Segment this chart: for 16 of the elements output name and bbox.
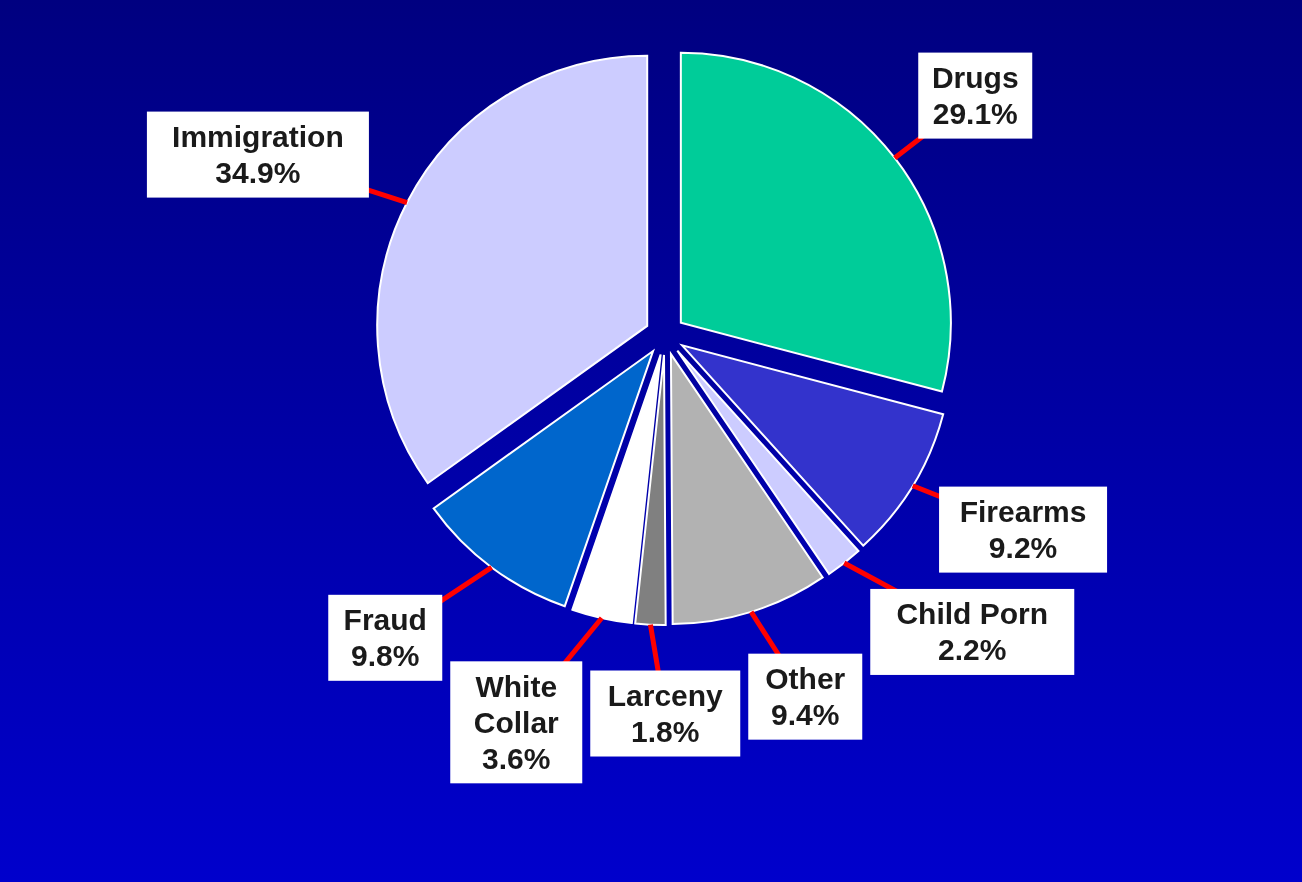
data-label: 29.1% bbox=[932, 97, 1018, 131]
data-label: 3.6% bbox=[482, 741, 551, 775]
slice-label: Other bbox=[765, 662, 846, 696]
slice-label: Firearms bbox=[959, 495, 1087, 529]
slice-label: Immigration bbox=[172, 120, 344, 154]
slice-label: Child Porn bbox=[896, 597, 1049, 631]
data-label: 9.8% bbox=[351, 639, 420, 673]
data-label: 9.2% bbox=[988, 531, 1058, 565]
slice-label: Fraud bbox=[343, 603, 427, 637]
slice-label: Larceny bbox=[607, 679, 724, 713]
slice-label: Drugs bbox=[931, 61, 1019, 95]
slice-label: White Collar bbox=[473, 669, 560, 739]
data-label: 2.2% bbox=[938, 633, 1007, 667]
data-label: 9.4% bbox=[771, 698, 840, 732]
data-label: 34.9% bbox=[215, 156, 301, 190]
data-label: 1.8% bbox=[631, 715, 700, 749]
